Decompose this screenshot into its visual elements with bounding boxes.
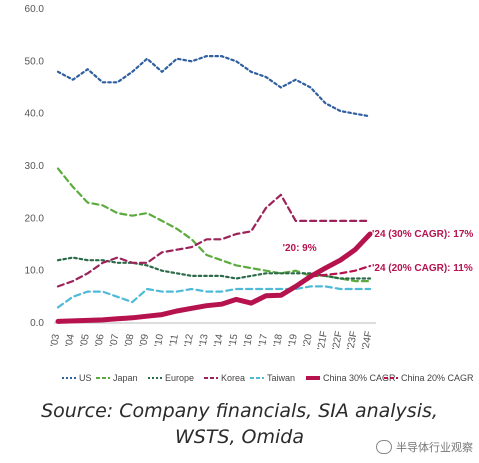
x-tick-label: '06 — [94, 333, 107, 348]
series-line-china-20-cagr — [309, 264, 372, 278]
x-tick-label: '22F — [331, 330, 345, 351]
y-tick-label: 30.0 — [25, 161, 45, 172]
x-tick-label: '05 — [79, 333, 92, 348]
x-tick-label: '10 — [153, 333, 166, 348]
x-tick-label: '24F — [360, 330, 374, 351]
x-tick-label: '23F — [346, 330, 360, 351]
y-tick-label: 10.0 — [25, 266, 45, 277]
x-tick-label: '20 — [302, 333, 315, 348]
series-line-japan — [56, 167, 372, 283]
series-line-taiwan — [56, 285, 372, 309]
x-tick-label: '07 — [108, 333, 121, 348]
x-tick-label: '08 — [123, 333, 136, 348]
x-tick-label: '14 — [212, 333, 225, 348]
x-tick-label: '17 — [257, 333, 270, 348]
legend-label: Korea — [221, 373, 245, 383]
chart-annotation: '20: 9% — [283, 243, 317, 254]
source-line-1: Source: Company financials, SIA analysis… — [41, 400, 438, 422]
x-tick-label: '04 — [64, 333, 77, 348]
line-chart: 0.010.020.030.040.050.060.0'03'04'05'06 '… — [25, 4, 475, 383]
chart-annotation: '24 (20% CAGR): 11% — [372, 263, 473, 274]
x-tick-label: '18 — [272, 333, 285, 348]
legend-label: Japan — [113, 373, 138, 383]
x-tick-label: '13 — [198, 333, 211, 348]
x-tick-label: '12 — [183, 333, 196, 348]
wechat-icon — [376, 440, 392, 454]
x-tick-label: '21F — [316, 330, 330, 351]
x-tick-label: '11 — [168, 333, 181, 347]
chart-grid: 0.010.020.030.040.050.060.0'03'04'05'06 '… — [25, 4, 376, 351]
source-line-2: WSTS, Omida — [174, 426, 305, 448]
x-tick-label: '19 — [287, 333, 300, 348]
y-tick-label: 60.0 — [25, 4, 45, 15]
chart-annotations: '20: 9% '24 (30% CAGR): 17% '24 (20% CAGR)… — [283, 229, 474, 274]
watermark-text: 半导体行业观察 — [396, 442, 473, 454]
legend-label: Europe — [165, 373, 194, 383]
series-line-korea — [56, 193, 372, 288]
watermark: 半导体行业观察 — [376, 439, 473, 455]
series-line-china-30-cagr — [55, 231, 373, 324]
chart-legend: US Japan Europe Korea Taiwan China 30% CAGR Ch… — [62, 373, 474, 383]
source-caption: Source: Company financials, SIA analysis… — [0, 398, 479, 450]
legend-label: China 20% CAGR — [401, 373, 474, 383]
chart-annotation: '24 (30% CAGR): 17% — [372, 229, 473, 240]
x-tick-label: '03 — [49, 333, 62, 348]
legend-label: China 30% CAGR — [323, 373, 396, 383]
y-tick-label: 0.0 — [30, 318, 44, 329]
y-tick-label: 20.0 — [25, 213, 45, 224]
y-tick-label: 50.0 — [25, 56, 45, 67]
chart-series — [55, 55, 373, 324]
x-tick-label: '15 — [227, 333, 240, 348]
y-tick-label: 40.0 — [25, 109, 45, 120]
x-tick-label: '16 — [242, 333, 255, 348]
legend-label: Taiwan — [267, 373, 295, 383]
series-line-us — [56, 55, 372, 118]
legend-label: US — [79, 373, 92, 383]
x-tick-label: '09 — [138, 333, 151, 348]
